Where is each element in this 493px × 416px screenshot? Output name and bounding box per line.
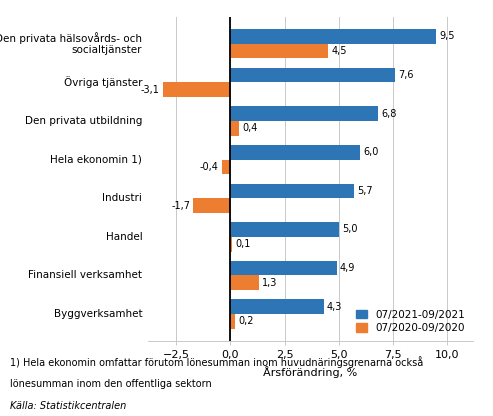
Bar: [230, 275, 258, 290]
Bar: [222, 160, 230, 174]
Text: Källa: Statistikcentralen: Källa: Statistikcentralen: [10, 401, 126, 411]
Text: -0,4: -0,4: [200, 162, 218, 172]
Text: 6,0: 6,0: [364, 147, 379, 157]
Bar: [230, 68, 395, 82]
Text: 0,1: 0,1: [236, 239, 251, 249]
Bar: [230, 145, 360, 160]
Text: 4,3: 4,3: [327, 302, 342, 312]
Text: 6,8: 6,8: [381, 109, 396, 119]
Legend: 07/2021-09/2021, 07/2020-09/2020: 07/2021-09/2021, 07/2020-09/2020: [353, 307, 468, 336]
Bar: [230, 222, 339, 237]
Text: 5,0: 5,0: [342, 225, 357, 235]
Text: 1,3: 1,3: [262, 278, 277, 288]
Text: -1,7: -1,7: [171, 201, 190, 210]
Text: 7,6: 7,6: [398, 70, 414, 80]
Text: 1) Hela ekonomin omfattar förutom lönesumman inom huvudnäringsgrenarna också: 1) Hela ekonomin omfattar förutom lönesu…: [10, 356, 423, 368]
Bar: [230, 237, 233, 252]
Bar: [230, 106, 378, 121]
Bar: [230, 300, 323, 314]
Bar: [230, 29, 436, 44]
Text: lönesumman inom den offentliga sektorn: lönesumman inom den offentliga sektorn: [10, 379, 211, 389]
Text: -3,1: -3,1: [141, 84, 160, 95]
Bar: [230, 44, 328, 58]
Bar: [230, 183, 354, 198]
Text: 9,5: 9,5: [440, 31, 455, 41]
Text: 5,7: 5,7: [357, 186, 373, 196]
Bar: [230, 121, 239, 136]
Text: 0,4: 0,4: [242, 123, 258, 133]
Text: 4,5: 4,5: [331, 46, 347, 56]
Text: 0,2: 0,2: [238, 317, 253, 327]
Bar: [163, 82, 230, 97]
Bar: [230, 314, 235, 329]
Bar: [193, 198, 230, 213]
X-axis label: Årsförändring, %: Årsförändring, %: [263, 366, 358, 378]
Text: 4,9: 4,9: [340, 263, 355, 273]
Bar: [230, 261, 337, 275]
